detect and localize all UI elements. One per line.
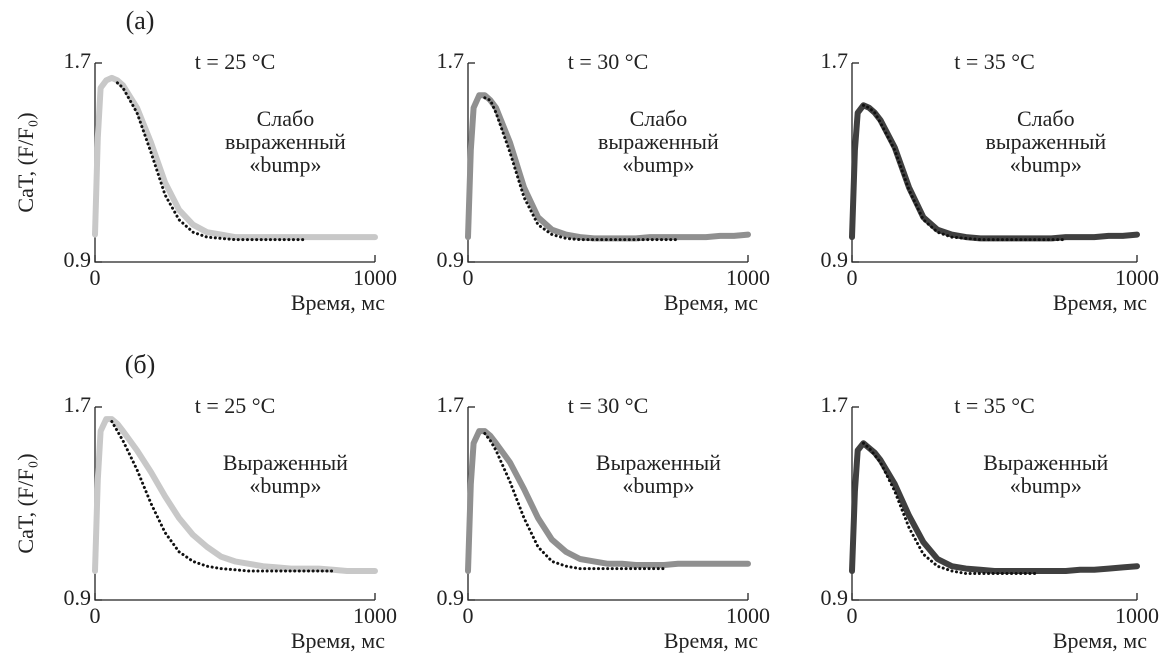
x-tick-label: 1000 [726,265,770,290]
y-tick-label: 0.9 [437,247,465,272]
axis-spine [94,63,375,263]
annotation: «bump» [249,473,321,498]
x-axis-label: Время, мс [664,628,758,653]
panel-label: (a) [126,6,155,35]
y-tick-label: 0.9 [437,585,465,610]
y-tick-label: 0.9 [64,247,92,272]
x-tick-label: 1000 [353,265,397,290]
annotation: «bump» [249,152,321,177]
x-axis-label: Время, мс [1053,628,1147,653]
annotation: «bump» [1010,152,1082,177]
annotation: выраженный [598,129,719,154]
y-tick-label: 1.7 [64,392,92,417]
data-line [861,103,1068,242]
x-axis-label: Время, мс [1053,290,1147,315]
annotation: Выраженный [596,450,721,475]
x-axis-label: Время, мс [664,290,758,315]
data-line [465,92,751,242]
data-line [115,81,307,242]
y-tick-label: 1.7 [437,48,465,73]
panel-label: (б) [125,350,156,379]
y-tick-label: 1.7 [821,392,849,417]
data-line [861,441,1039,575]
x-tick-label: 0 [463,603,474,628]
x-tick-label: 0 [847,265,858,290]
data-line [92,74,378,241]
annotation: «bump» [1010,473,1082,498]
x-tick-label: 0 [90,603,101,628]
data-line [849,440,1140,574]
x-tick-label: 0 [463,265,474,290]
y-tick-label: 0.9 [821,585,849,610]
y-tick-label: 1.7 [437,392,465,417]
annotation: выраженный [225,129,346,154]
annotation: «bump» [622,152,694,177]
y-tick-label: 1.7 [64,48,92,73]
panel-title: t = 25 °C [195,49,276,74]
y-axis-label: CaT, (F/F₀) [13,112,38,212]
data-line [92,416,378,574]
x-tick-label: 1000 [1115,265,1159,290]
annotation: Выраженный [223,450,348,475]
x-axis-label: Время, мс [291,290,385,315]
data-line [465,428,751,574]
data-line [110,420,335,573]
y-tick-label: 0.9 [821,247,849,272]
annotation: Слабо [1017,106,1075,131]
panel-title: t = 30 °C [568,49,649,74]
axis-spine [851,63,1137,263]
axis-spine [467,407,748,601]
annotation: Слабо [630,106,688,131]
x-tick-label: 0 [847,603,858,628]
panel-title: t = 35 °C [954,393,1035,418]
panel-title: t = 35 °C [954,49,1035,74]
x-axis-label: Время, мс [291,628,385,653]
annotation: Слабо [257,106,315,131]
axis-spine [467,63,748,263]
panel-title: t = 30 °C [568,393,649,418]
data-line [483,96,680,242]
annotation: выраженный [985,129,1106,154]
data-line [483,432,666,571]
x-tick-label: 1000 [353,603,397,628]
panel-title: t = 25 °C [195,393,276,418]
y-tick-label: 1.7 [821,48,849,73]
annotation: Выраженный [983,450,1108,475]
x-tick-label: 1000 [1115,603,1159,628]
annotation: «bump» [622,473,694,498]
data-line [849,102,1140,242]
x-tick-label: 0 [90,265,101,290]
y-tick-label: 0.9 [64,585,92,610]
x-tick-label: 1000 [726,603,770,628]
y-axis-label: CaT, (F/F₀) [13,453,38,553]
